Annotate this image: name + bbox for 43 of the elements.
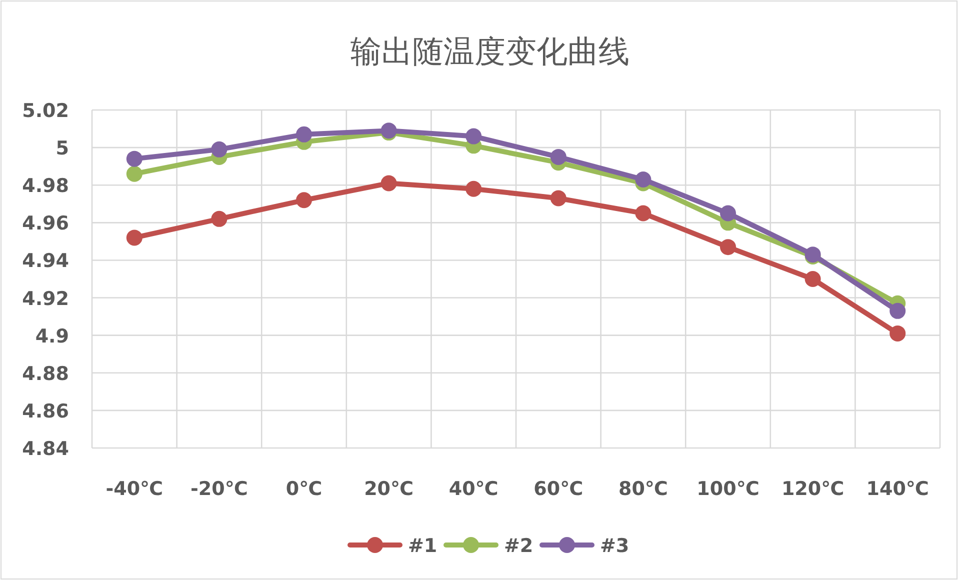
x-tick-label: 100℃: [696, 478, 760, 500]
point: [296, 192, 312, 208]
x-tick-label: -40℃: [106, 478, 164, 500]
x-tick-label: 40℃: [448, 478, 498, 500]
point: [720, 239, 736, 256]
y-tick-label: 4.9: [35, 325, 69, 348]
point: [466, 180, 482, 197]
y-tick-label: 4.92: [22, 288, 69, 310]
point: [296, 126, 312, 142]
point: [550, 148, 566, 165]
point: [635, 205, 652, 222]
x-tick-label: 60℃: [534, 478, 584, 500]
x-tick-label: 20℃: [364, 478, 414, 500]
point: [126, 150, 142, 167]
chart-title: 输出随温度变化曲线: [350, 34, 630, 70]
point: [804, 271, 821, 287]
y-tick-label: 4.88: [22, 362, 69, 385]
point: [126, 166, 142, 182]
x-tick-label: 80℃: [618, 478, 668, 500]
point: [720, 205, 736, 222]
point: [211, 210, 228, 227]
point: [211, 141, 228, 158]
point: [466, 128, 482, 144]
y-tick-label: 4.86: [22, 400, 69, 422]
point: [635, 171, 652, 188]
x-tick-label: 120℃: [781, 478, 844, 500]
x-tick-label: 140℃: [866, 478, 929, 500]
point: [126, 230, 142, 246]
y-tick-label: 4.96: [22, 212, 69, 235]
legend-label: #3: [600, 535, 630, 557]
x-tick-label: -20℃: [190, 478, 248, 500]
y-tick-label: 4.94: [22, 250, 69, 272]
legend-label: #1: [408, 535, 438, 557]
point: [890, 325, 906, 342]
y-tick-label: 4.98: [22, 175, 69, 198]
point: [890, 302, 906, 319]
y-tick-label: 4.84: [22, 438, 69, 460]
y-tick-label: 5: [56, 138, 69, 160]
x-tick-label: 0℃: [286, 478, 322, 500]
y-tick-label: 5.02: [22, 100, 69, 122]
legend-label: #2: [504, 535, 534, 557]
point: [550, 190, 566, 206]
point: [380, 175, 397, 192]
